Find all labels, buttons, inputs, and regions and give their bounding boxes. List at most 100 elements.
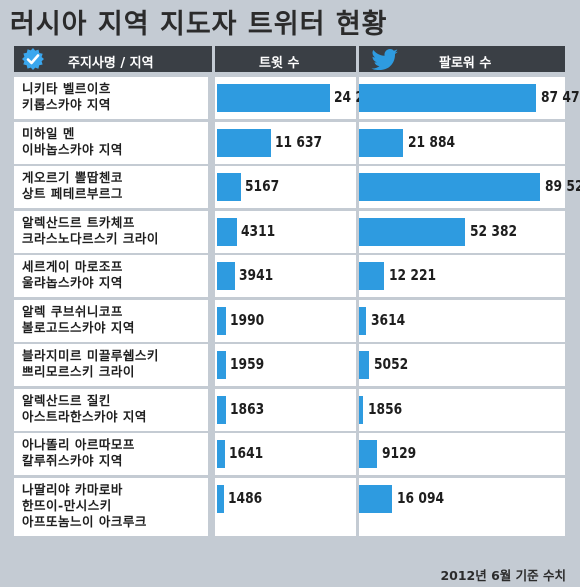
leader-name: 미하일 멘 [22,126,75,141]
region-name: 크라스노다르스키 크라이 [22,231,159,246]
followers-cell: 89 523 [359,166,580,208]
followers-cell: 1856 [359,389,565,431]
tweets-cell: 1641 [215,433,356,475]
tweets-cell: 1959 [215,344,356,386]
row-label: 나딸리야 카마로바 한뜨이-만시스키 아프또놈느이 아크루크 [14,478,208,536]
followers-bar [359,351,369,379]
tweets-bar [217,396,226,424]
followers-cell: 87 473 [359,77,580,119]
row-label: 블라지미르 미끌루쉡스키 쁘리모르스키 크라이 [14,344,208,386]
followers-bar [359,218,465,246]
tweets-value-label: 1863 [230,400,265,418]
followers-value-label: 5052 [374,355,409,373]
followers-value-label: 21 884 [408,133,456,151]
followers-cell: 5052 [359,344,565,386]
row-label: 세르게이 마로조프 울랴놉스카야 지역 [14,255,208,297]
row-label: 미하일 멘 이바놉스카야 지역 [14,122,208,164]
region-name-line2: 아프또놈느이 아크루크 [22,514,147,529]
followers-value-label: 9129 [382,444,417,462]
twitter-bird-icon [371,49,398,70]
leader-name: 아나똘리 아르따모프 [22,437,135,452]
tweets-bar [217,173,241,201]
followers-bar [359,396,363,424]
followers-value-label: 87 473 [541,88,580,106]
leader-name: 알렉 쿠브쉬니코프 [22,304,123,319]
tweets-bar [217,307,226,335]
tweets-bar [217,218,237,246]
followers-cell: 21 884 [359,122,565,164]
region-name: 아스트라한스카야 지역 [22,409,147,424]
tweets-cell: 11 637 [215,122,356,164]
leader-name: 블라지미르 미끌루쉡스키 [22,348,159,363]
row-label: 알렉산드르 트카체프 크라스노다르스키 크라이 [14,211,208,253]
followers-cell: 3614 [359,300,565,342]
region-name: 볼로고드스카야 지역 [22,320,135,335]
followers-bar [359,262,384,290]
row-label: 게오르기 뽈땁첸코 상트 페테르부르그 [14,166,208,208]
row-label: 니키타 벨르이흐 키롭스카야 지역 [14,77,208,119]
region-name: 키롭스카야 지역 [22,97,111,112]
tweets-value-label: 11 637 [275,133,323,151]
followers-value-label: 52 382 [470,222,518,240]
followers-value-label: 1856 [368,400,403,418]
followers-value-label: 3614 [371,311,406,329]
tweets-cell: 3941 [215,255,356,297]
tweets-value-label: 1486 [228,489,263,507]
followers-cell: 16 094 [359,478,565,536]
verified-check-icon [22,48,44,70]
tweets-bar [217,351,226,379]
region-name: 한뜨이-만시스키 [22,498,112,513]
region-name: 상트 페테르부르그 [22,186,123,201]
followers-bar [359,84,536,112]
tweets-value-label: 1641 [229,444,264,462]
followers-bar [359,173,540,201]
chart-title: 러시아 지역 지도자 트위터 현황 [10,9,388,40]
tweets-bar [217,84,330,112]
tweets-value-label: 3941 [239,266,274,284]
header-followers-label: 팔로워 수 [439,56,492,71]
region-name: 쁘리모르스키 크라이 [22,364,135,379]
tweets-cell: 1863 [215,389,356,431]
tweets-cell: 4311 [215,211,356,253]
leader-name: 세르게이 마로조프 [22,259,123,274]
followers-bar [359,440,377,468]
followers-value-label: 12 221 [389,266,437,284]
leader-name: 알렉산드르 질킨 [22,393,111,408]
region-name: 칼루쥐스카야 지역 [22,453,123,468]
footnote: 2012년 6월 기준 수치 [440,568,566,583]
followers-bar [359,129,403,157]
header-leader-label: 주지사명 / 지역 [68,56,154,71]
row-label: 아나똘리 아르따모프 칼루쥐스카야 지역 [14,433,208,475]
tweets-bar [217,440,225,468]
followers-value-label: 89 523 [545,177,580,195]
region-name: 울랴놉스카야 지역 [22,275,123,290]
followers-cell: 52 382 [359,211,565,253]
tweets-bar [217,485,224,513]
row-label: 알렉산드르 질킨 아스트라한스카야 지역 [14,389,208,431]
header-leader-region: 주지사명 / 지역 [14,46,212,72]
leader-name: 게오르기 뽈땁첸코 [22,170,123,185]
region-name: 이바놉스카야 지역 [22,142,123,157]
tweets-bar [217,129,271,157]
header-tweets-label: 트윗 수 [259,56,300,71]
leader-name: 알렉산드르 트카체프 [22,215,135,230]
followers-bar [359,485,392,513]
leader-name: 나딸리야 카마로바 [22,482,123,497]
tweets-value-label: 1959 [230,355,265,373]
tweets-cell: 5167 [215,166,356,208]
tweets-value-label: 1990 [230,311,265,329]
tweets-cell: 1990 [215,300,356,342]
header-tweets: 트윗 수 [215,46,356,72]
tweets-cell: 1486 [215,478,356,536]
header-followers: 팔로워 수 [359,46,565,72]
followers-cell: 12 221 [359,255,565,297]
tweets-value-label: 5167 [245,177,280,195]
followers-value-label: 16 094 [397,489,445,507]
tweets-cell: 24 201 [215,77,381,119]
leader-name: 니키타 벨르이흐 [22,81,111,96]
tweets-bar [217,262,235,290]
followers-cell: 9129 [359,433,565,475]
followers-bar [359,307,366,335]
tweets-value-label: 4311 [241,222,276,240]
row-label: 알렉 쿠브쉬니코프 볼로고드스카야 지역 [14,300,208,342]
